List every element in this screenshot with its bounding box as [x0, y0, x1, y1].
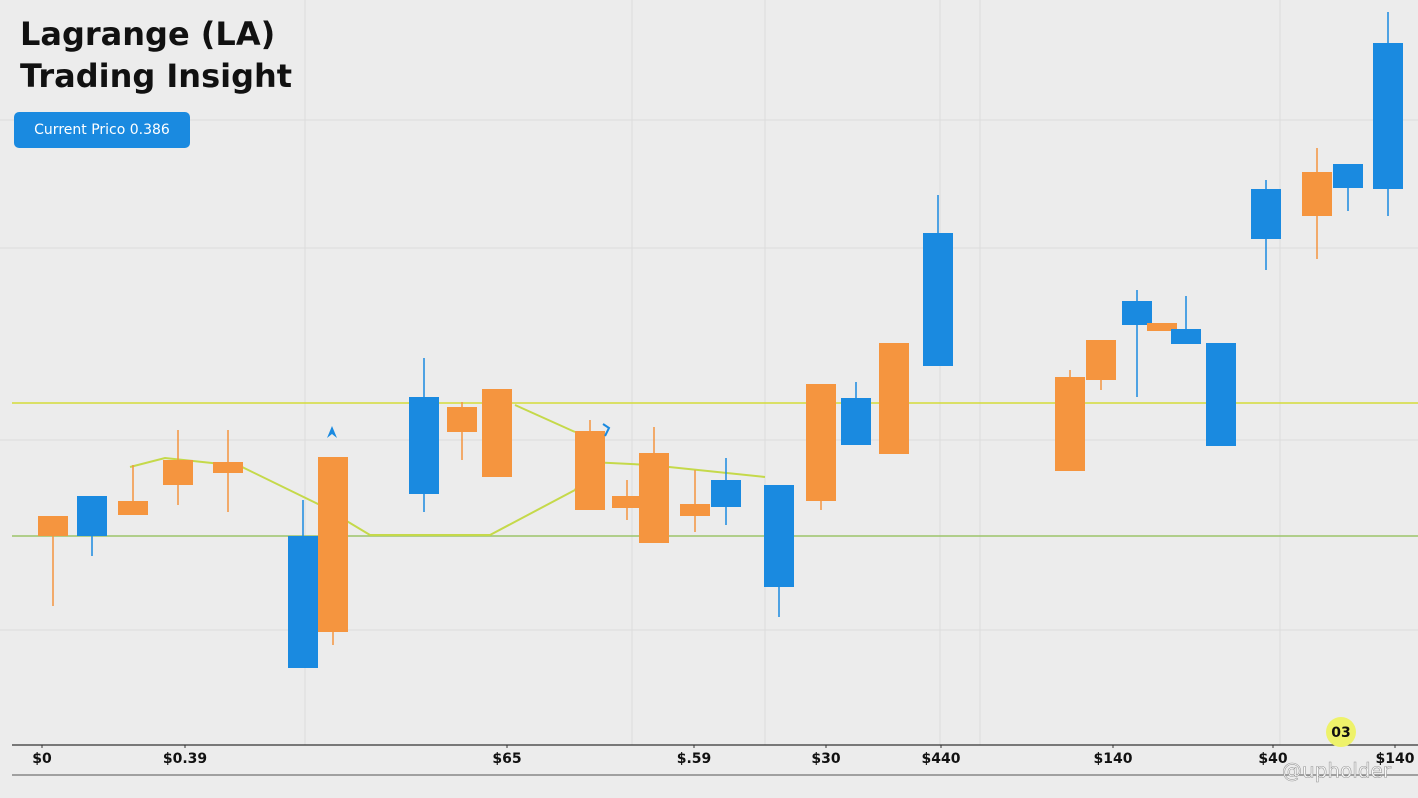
candle-body	[841, 398, 871, 445]
candle-body	[213, 462, 243, 473]
chart-title: Lagrange (LA)	[20, 15, 275, 53]
x-tick-label: $40	[1258, 751, 1287, 767]
candle-body	[612, 496, 642, 508]
candle-body	[163, 460, 193, 485]
marker-arrow	[602, 423, 611, 437]
candle-body	[680, 504, 710, 516]
watermark: @upholder	[1282, 759, 1392, 783]
candle-body	[288, 536, 318, 668]
candle-body	[1251, 189, 1281, 239]
x-tick-label: $140	[1376, 751, 1415, 767]
current-price-label: Current Prico 0.386	[34, 122, 170, 138]
candle-body	[1055, 377, 1085, 471]
plot-area: $0 $0.39 $65 $.59 $30 $440 $140 $40 $140	[12, 12, 1418, 767]
candle-body	[1122, 301, 1152, 325]
x-tick-label: $.59	[677, 751, 712, 767]
candle-body	[1333, 164, 1363, 188]
candle-body	[764, 485, 794, 587]
candle-body	[1206, 343, 1236, 446]
candle-body	[1373, 43, 1403, 189]
background-grid	[0, 0, 1418, 745]
candle-body	[1171, 329, 1201, 344]
candle-body	[118, 501, 148, 515]
candle-body	[923, 233, 953, 366]
candle-body	[447, 407, 477, 432]
badge-circle	[1326, 717, 1356, 747]
candle-body	[38, 516, 68, 536]
candle-body	[409, 397, 439, 494]
chart-subtitle: Trading Insight	[20, 57, 292, 95]
candle-body	[1302, 172, 1332, 216]
x-tick-label: $140	[1094, 751, 1133, 767]
price-badge	[14, 112, 190, 148]
candle-body	[318, 457, 348, 632]
badge-label: 03	[1331, 725, 1350, 741]
candle-body	[77, 496, 107, 536]
candle-body	[575, 431, 605, 510]
candle-body	[806, 384, 836, 501]
x-tick-label: $0.39	[163, 751, 207, 767]
candle-body	[482, 389, 512, 477]
candle-body	[639, 453, 669, 543]
candle-body	[1086, 340, 1116, 380]
candle-body	[879, 343, 909, 454]
x-tick-label: $30	[811, 751, 840, 767]
x-tick-label: $440	[922, 751, 961, 767]
moving-average-line	[129, 404, 766, 536]
x-tick-label: $0	[32, 751, 52, 767]
candle-body	[711, 480, 741, 507]
marker-arrow	[327, 426, 337, 438]
candle-body	[1147, 323, 1177, 331]
x-tick-label: $65	[492, 751, 521, 767]
